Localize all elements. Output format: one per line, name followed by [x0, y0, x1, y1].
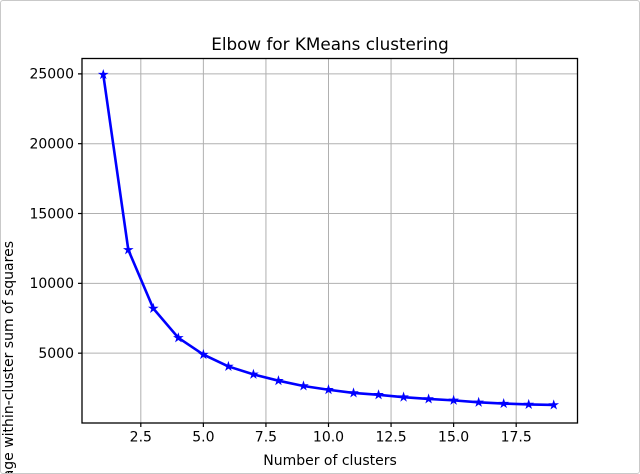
- data-point-marker: [348, 387, 359, 398]
- data-point-marker: [498, 397, 509, 409]
- data-point-marker: [97, 68, 109, 80]
- x-tick-label: 7.5: [255, 430, 277, 446]
- x-tick-label: 17.5: [501, 430, 532, 446]
- data-point-marker: [373, 389, 384, 400]
- data-point-marker: [523, 398, 535, 409]
- data-point-marker: [173, 332, 184, 343]
- data-point-marker: [323, 384, 334, 395]
- data-point-marker: [548, 399, 560, 410]
- x-tick-label: 10.0: [313, 430, 344, 446]
- y-tick-label: 10000: [29, 276, 74, 292]
- x-tick-label: 15.0: [438, 430, 469, 446]
- x-axis-label: Number of clusters: [263, 453, 397, 469]
- data-point-marker: [122, 244, 134, 255]
- y-tick-label: 20000: [29, 136, 74, 152]
- x-tick-label: 5.0: [192, 430, 214, 446]
- x-tick-label: 2.5: [130, 430, 152, 446]
- data-point-marker: [223, 360, 234, 371]
- data-point-marker: [198, 348, 209, 360]
- y-tick-label: 5000: [38, 346, 74, 362]
- data-point-marker: [273, 375, 284, 386]
- data-point-marker: [398, 391, 409, 402]
- data-point-marker: [473, 396, 484, 407]
- y-tick-label: 25000: [29, 67, 74, 83]
- data-point-marker: [148, 302, 159, 314]
- data-point-marker: [448, 394, 459, 405]
- x-tick-label: 12.5: [375, 430, 406, 446]
- chart-title: Elbow for KMeans clustering: [211, 34, 449, 54]
- data-point-marker: [423, 393, 434, 404]
- y-tick-label: 15000: [29, 206, 74, 222]
- axis-frame: [81, 57, 579, 424]
- data-point-marker: [248, 368, 259, 379]
- data-point-marker: [298, 380, 309, 391]
- y-axis-label-text: Average within-cluster sum of squares: [1, 241, 17, 474]
